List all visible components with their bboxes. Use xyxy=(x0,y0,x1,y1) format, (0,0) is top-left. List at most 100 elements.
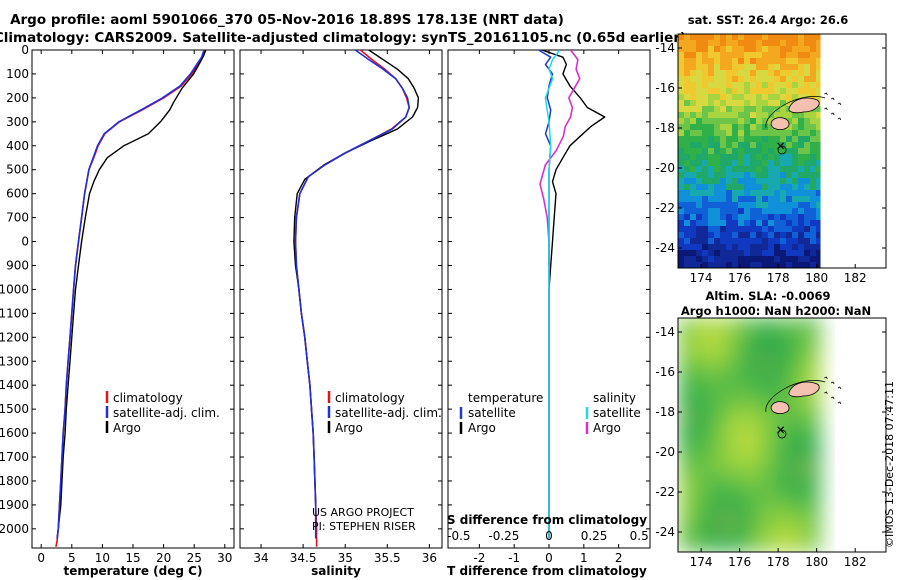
sla-cell xyxy=(774,336,780,342)
sla-cell xyxy=(798,414,804,420)
sst-cell xyxy=(726,214,732,220)
sst-cell xyxy=(714,250,720,256)
sla-cell xyxy=(750,474,756,480)
sla-cell xyxy=(738,480,744,486)
sst-cell xyxy=(720,178,726,184)
sla-cell xyxy=(732,414,738,420)
sla-cell xyxy=(810,426,816,432)
sst-land-vanua-levu xyxy=(788,97,820,114)
sst-cell xyxy=(792,214,798,220)
sst-cell xyxy=(678,46,684,52)
sla-cell xyxy=(684,390,690,396)
sst-cell xyxy=(768,46,774,52)
sst-cell xyxy=(762,208,768,214)
sst-cell xyxy=(792,142,798,148)
sla-cell xyxy=(708,516,714,522)
sla-cell xyxy=(816,378,821,384)
sst-cell xyxy=(678,124,684,130)
sla-cell xyxy=(714,528,720,534)
sla-cell xyxy=(696,426,702,432)
sla-cell xyxy=(816,540,821,546)
sst-cell xyxy=(774,178,780,184)
sla-cell xyxy=(684,360,690,366)
sst-cell xyxy=(780,88,786,94)
sla-cell xyxy=(690,384,696,390)
sla-cell xyxy=(714,468,720,474)
sla-cell xyxy=(810,540,816,546)
sst-cell xyxy=(702,82,708,88)
sst-cell xyxy=(714,154,720,160)
sla-cell xyxy=(810,444,816,450)
sst-cell xyxy=(702,136,708,142)
sst-cell xyxy=(714,166,720,172)
sst-cell xyxy=(816,226,821,232)
sst-cell xyxy=(696,52,702,58)
sst-cell xyxy=(696,136,702,142)
sla-cell xyxy=(774,354,780,360)
difference-xtick-label: 2 xyxy=(615,551,623,565)
sla-cell xyxy=(816,510,821,516)
sst-cell xyxy=(714,142,720,148)
sst-cell xyxy=(708,112,714,118)
sla-cell xyxy=(702,414,708,420)
sst-cell xyxy=(768,94,774,100)
sst-cell xyxy=(750,136,756,142)
sla-cell xyxy=(804,546,810,552)
sla-cell xyxy=(756,516,762,522)
sla-cell xyxy=(726,432,732,438)
sst-cell xyxy=(774,238,780,244)
sst-cell xyxy=(756,160,762,166)
sst-cell xyxy=(690,94,696,100)
sst-lau-islets xyxy=(837,117,842,121)
sla-cell xyxy=(714,546,720,552)
sst-cell xyxy=(786,196,792,202)
sla-cell xyxy=(750,354,756,360)
sst-cell xyxy=(708,88,714,94)
sst-cell xyxy=(786,220,792,226)
sst-cell xyxy=(690,220,696,226)
sst-cell xyxy=(744,232,750,238)
sla-cell xyxy=(702,540,708,546)
sst-cell xyxy=(708,166,714,172)
sla-cell xyxy=(804,414,810,420)
sst-cell xyxy=(774,172,780,178)
sst-cell xyxy=(726,70,732,76)
sla-cell xyxy=(750,348,756,354)
sst-cell xyxy=(816,82,821,88)
sst-cell xyxy=(804,64,810,70)
sla-cell xyxy=(756,426,762,432)
sst-cell xyxy=(696,250,702,256)
sla-cell xyxy=(756,366,762,372)
sst-cell xyxy=(786,136,792,142)
depth-tick-label: 1200 xyxy=(0,330,29,344)
sst-cell xyxy=(810,88,816,94)
sst-cell xyxy=(708,94,714,100)
salinity-legend-climatology: climatology xyxy=(335,391,405,405)
sst-cell xyxy=(732,208,738,214)
sst-cell xyxy=(690,154,696,160)
sla-cell xyxy=(792,486,798,492)
sla-cell xyxy=(684,540,690,546)
sst-cell xyxy=(726,46,732,52)
sst-cell xyxy=(738,172,744,178)
sla-cell xyxy=(732,342,738,348)
sst-cell xyxy=(792,190,798,196)
sla-cell xyxy=(792,474,798,480)
sla-cell xyxy=(696,384,702,390)
sla-cell xyxy=(702,504,708,510)
sst-cell xyxy=(756,142,762,148)
sla-cell xyxy=(744,474,750,480)
sst-cell xyxy=(744,76,750,82)
sst-cell xyxy=(798,196,804,202)
sst-cell xyxy=(786,262,792,268)
sla-cell xyxy=(744,510,750,516)
sla-cell xyxy=(684,432,690,438)
sst-cell xyxy=(792,130,798,136)
sla-cell xyxy=(732,366,738,372)
sla-cell xyxy=(708,414,714,420)
sla-cell xyxy=(780,540,786,546)
sla-cell xyxy=(708,336,714,342)
sla-cell xyxy=(678,492,684,498)
sla-cell xyxy=(708,498,714,504)
sst-cell xyxy=(768,148,774,154)
